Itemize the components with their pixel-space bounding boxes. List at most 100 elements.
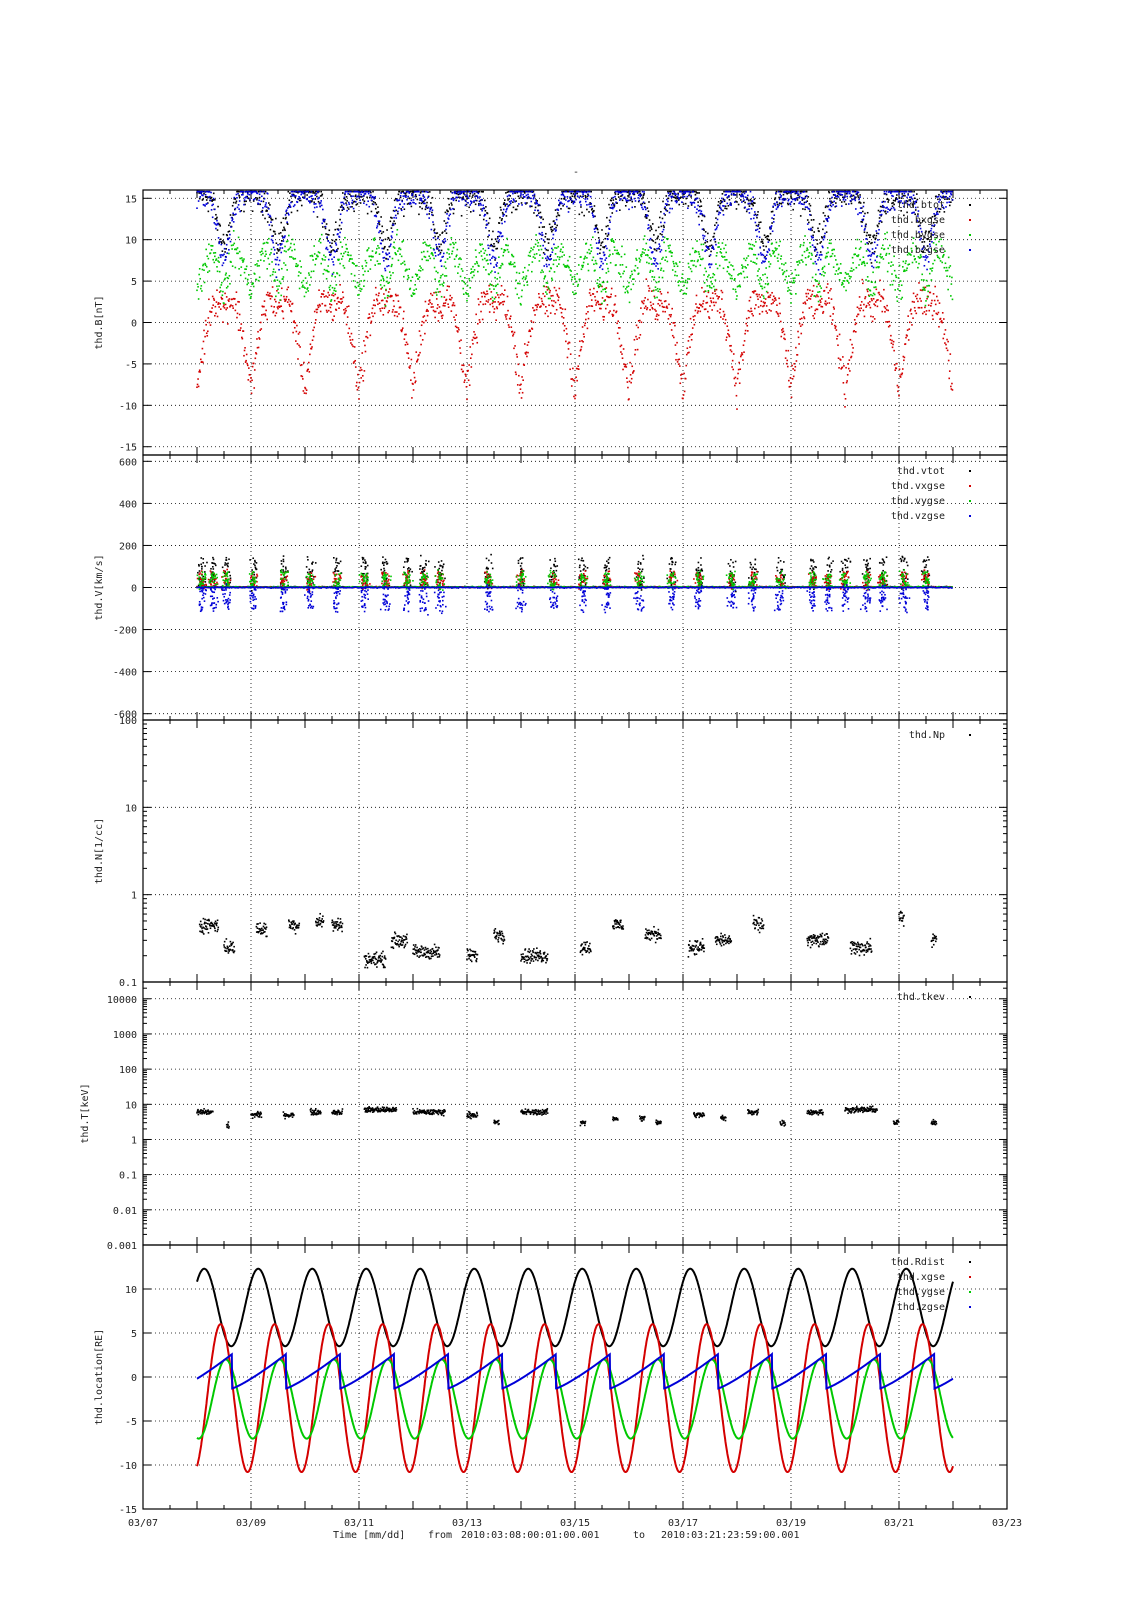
data-point xyxy=(459,347,461,349)
data-point xyxy=(401,327,404,329)
data-point xyxy=(542,251,545,254)
data-point xyxy=(284,245,286,248)
data-point xyxy=(493,242,495,245)
data-point xyxy=(946,338,948,341)
data-point xyxy=(609,253,611,256)
data-point xyxy=(950,295,952,297)
data-point xyxy=(788,192,790,194)
data-point xyxy=(317,190,320,193)
data-point xyxy=(235,213,237,215)
data-point xyxy=(437,303,439,306)
data-point xyxy=(721,298,723,300)
data-point xyxy=(919,254,922,256)
data-point xyxy=(493,256,496,259)
data-point xyxy=(907,263,909,266)
data-point xyxy=(730,203,732,205)
data-point xyxy=(457,193,460,196)
data-point xyxy=(386,297,389,299)
data-point xyxy=(233,198,236,200)
data-point xyxy=(898,283,900,286)
data-point xyxy=(616,202,618,204)
data-point xyxy=(276,256,279,259)
data-point xyxy=(880,247,883,250)
data-point xyxy=(430,207,432,209)
data-point xyxy=(725,339,727,341)
data-point xyxy=(859,309,861,312)
data-point xyxy=(884,233,886,235)
data-point xyxy=(343,197,346,200)
data-point xyxy=(743,351,745,353)
data-point xyxy=(833,248,835,251)
data-point xyxy=(654,241,657,244)
data-point xyxy=(248,367,250,369)
data-point xyxy=(331,318,334,321)
data-point xyxy=(248,190,250,193)
data-point xyxy=(412,293,415,296)
data-point xyxy=(322,218,325,221)
data-point xyxy=(818,223,821,225)
data-point xyxy=(543,265,546,267)
data-point xyxy=(872,235,874,238)
data-point xyxy=(505,208,508,211)
data-point xyxy=(665,306,668,309)
data-point xyxy=(332,271,335,274)
data-point xyxy=(210,191,212,194)
data-point xyxy=(399,203,401,206)
data-point xyxy=(572,379,575,381)
data-point xyxy=(644,297,646,299)
data-point xyxy=(479,243,481,245)
data-point xyxy=(734,278,736,280)
data-point xyxy=(600,285,602,287)
data-point xyxy=(719,308,722,310)
data-point xyxy=(871,241,873,244)
data-point xyxy=(428,191,431,193)
data-point xyxy=(216,216,218,219)
data-point xyxy=(216,289,218,292)
data-point xyxy=(723,247,725,250)
data-point xyxy=(411,276,414,279)
data-point xyxy=(539,233,542,236)
data-point xyxy=(424,300,427,303)
data-point xyxy=(724,322,726,325)
data-point xyxy=(941,261,943,264)
data-point xyxy=(665,195,668,197)
data-point xyxy=(202,194,204,197)
data-point xyxy=(642,302,645,305)
data-point xyxy=(378,247,380,249)
data-point xyxy=(799,245,801,248)
data-point xyxy=(290,242,292,245)
data-point xyxy=(526,197,529,200)
data-point xyxy=(642,313,644,315)
data-point xyxy=(912,205,914,207)
data-point xyxy=(247,282,250,284)
data-point xyxy=(729,277,732,280)
data-point xyxy=(845,273,848,275)
data-point xyxy=(290,310,293,313)
data-point xyxy=(390,227,393,229)
data-point xyxy=(813,317,816,320)
data-point xyxy=(499,231,501,234)
data-point xyxy=(512,333,515,336)
data-point xyxy=(928,272,931,275)
data-point xyxy=(516,205,519,207)
data-point xyxy=(883,193,886,195)
data-point xyxy=(603,300,605,302)
data-point xyxy=(473,201,475,203)
data-point xyxy=(880,214,882,217)
data-point xyxy=(444,211,447,214)
data-point xyxy=(614,249,616,252)
data-point xyxy=(377,220,380,223)
data-point xyxy=(219,225,222,227)
data-point xyxy=(583,335,585,338)
data-point xyxy=(440,311,442,314)
data-point xyxy=(513,261,516,264)
data-point xyxy=(587,269,590,272)
data-point xyxy=(346,248,348,250)
data-point xyxy=(649,269,652,272)
data-point xyxy=(710,244,713,247)
data-point xyxy=(474,195,476,198)
data-point xyxy=(535,304,537,307)
data-point xyxy=(228,224,230,227)
data-point xyxy=(629,276,631,279)
data-point xyxy=(681,277,683,279)
